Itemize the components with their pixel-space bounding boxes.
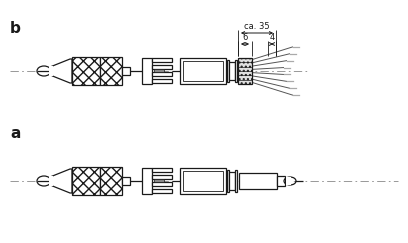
Bar — [49, 176, 53, 186]
Bar — [227, 60, 229, 82]
Bar — [72, 57, 100, 85]
Bar — [152, 59, 172, 62]
Bar — [154, 180, 164, 182]
Bar — [152, 79, 172, 84]
Bar — [235, 170, 237, 192]
Bar — [154, 69, 164, 72]
Bar — [142, 168, 152, 194]
Bar — [229, 172, 235, 190]
Bar — [180, 58, 226, 84]
Polygon shape — [50, 59, 72, 83]
Polygon shape — [50, 169, 72, 193]
Bar — [183, 171, 223, 191]
Text: a: a — [10, 126, 20, 141]
Bar — [152, 175, 172, 180]
Bar — [277, 176, 285, 186]
Bar — [183, 61, 223, 81]
Bar — [238, 58, 252, 84]
Bar — [142, 58, 152, 84]
Bar — [100, 167, 122, 195]
Bar — [152, 72, 172, 77]
Bar — [180, 168, 226, 194]
Bar — [229, 62, 235, 80]
Text: 4: 4 — [269, 33, 275, 42]
Bar — [227, 170, 229, 192]
Bar — [152, 190, 172, 193]
Bar — [235, 60, 237, 82]
Bar — [122, 67, 130, 75]
Bar — [72, 167, 100, 195]
Bar — [152, 66, 172, 69]
Bar — [239, 173, 277, 189]
Bar — [100, 57, 122, 85]
Bar — [152, 168, 172, 173]
Bar — [49, 66, 53, 76]
Bar — [122, 177, 130, 185]
Text: 6: 6 — [242, 33, 248, 42]
Bar — [152, 182, 172, 186]
Text: ca. 35: ca. 35 — [244, 22, 270, 31]
Text: b: b — [10, 21, 21, 36]
Bar — [286, 177, 291, 185]
